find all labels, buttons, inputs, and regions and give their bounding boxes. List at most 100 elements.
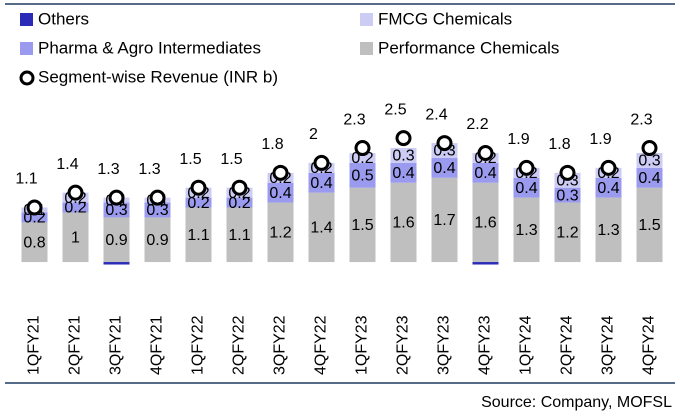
value-label: 0.9: [105, 232, 127, 249]
bar-segment: [62, 202, 89, 213]
total-marker: [231, 179, 248, 196]
bar-segment: [349, 153, 376, 163]
legend-label: Pharma & Agro Intermediates: [38, 38, 261, 57]
value-label: 0.4: [474, 165, 496, 182]
bar-segment: [513, 197, 540, 263]
total-label: 1.9: [507, 131, 529, 148]
total-marker: [477, 145, 494, 161]
bar-segment: [226, 207, 253, 263]
bar-segment: [431, 177, 458, 263]
value-label: 0.2: [228, 195, 250, 212]
value-label: 0.2: [64, 200, 86, 217]
value-label: 1.2: [556, 225, 578, 242]
total-label: 2.5: [384, 101, 406, 118]
total-marker: [559, 164, 576, 181]
bar-segment: [513, 177, 540, 198]
bar-segment: [595, 197, 622, 263]
bar-segment: [349, 187, 376, 263]
bar-segment: [636, 167, 663, 188]
x-tick-label: 2QFY22: [231, 315, 248, 375]
value-label: 1.2: [269, 225, 291, 242]
bar-segment: [308, 192, 335, 263]
bar-segment: [472, 162, 499, 183]
x-tick-label: 2QFY21: [67, 315, 84, 375]
total-marker: [395, 130, 412, 147]
bar-segment: [472, 182, 499, 263]
total-marker: [190, 179, 207, 196]
value-label: 0.2: [187, 195, 209, 212]
total-label: 2.3: [343, 111, 365, 128]
bar-segment: [554, 187, 581, 203]
total-label: 1.5: [179, 151, 201, 168]
bar-segment: [62, 212, 89, 263]
value-label: 1.3: [515, 222, 537, 239]
x-tick-label: 2QFY23: [395, 315, 412, 375]
value-label: 1.5: [638, 217, 660, 234]
total-label: 1.5: [220, 151, 242, 168]
total-marker: [149, 189, 166, 206]
value-label: 0.2: [23, 210, 45, 227]
value-label: 1: [71, 229, 80, 246]
total-marker: [600, 159, 617, 176]
value-label: 0.4: [269, 185, 291, 202]
total-label: 2.4: [425, 106, 447, 123]
total-marker: [518, 159, 535, 176]
value-label: 0.3: [556, 187, 578, 204]
total-label: 1.3: [97, 161, 119, 178]
x-tick-label: 2QFY24: [559, 315, 576, 375]
total-label: 1.1: [15, 171, 37, 188]
value-label: 1.3: [597, 222, 619, 239]
value-label: 1.1: [187, 227, 209, 244]
bar-segment: [21, 212, 48, 223]
bar-segment: [144, 202, 171, 218]
bar-segment: [308, 172, 335, 193]
value-label: 0.4: [597, 180, 619, 197]
value-label: 1.6: [392, 215, 414, 232]
legend-label: Segment-wise Revenue (INR b): [38, 67, 278, 86]
bar-segment: [554, 202, 581, 263]
bar-segment: [595, 177, 622, 198]
value-label: 0.8: [23, 234, 45, 251]
x-tick-label: 1QFY22: [190, 315, 207, 375]
bar-segment: [226, 197, 253, 208]
legend-marker: [19, 70, 35, 86]
legend-swatch: [360, 13, 373, 26]
x-tick-label: 4QFY21: [149, 315, 166, 375]
total-label: 1.9: [589, 131, 611, 148]
total-label: 2.2: [466, 116, 488, 133]
value-label: 0.2: [351, 150, 373, 167]
total-marker: [313, 154, 330, 171]
x-tick-label: 3QFY21: [108, 315, 125, 375]
bar-segment: [103, 202, 130, 218]
bar-segment: [144, 217, 171, 263]
value-label: 0.3: [105, 202, 127, 219]
legend-swatch: [360, 42, 373, 55]
legend-label: Others: [38, 9, 89, 28]
value-label: 0.4: [392, 165, 414, 182]
bar-segment: [185, 207, 212, 263]
x-tick-label: 4QFY22: [313, 315, 330, 375]
value-label: 1.6: [474, 215, 496, 232]
value-label: 0.4: [638, 170, 660, 187]
x-tick-label: 1QFY23: [354, 315, 371, 375]
total-marker: [436, 135, 453, 152]
value-label: 0.4: [515, 180, 537, 197]
total-marker: [354, 140, 371, 157]
legend-label: FMCG Chemicals: [378, 9, 512, 28]
value-label: 0.4: [433, 160, 455, 177]
legend-swatch: [20, 13, 33, 26]
value-label: 0.4: [310, 175, 332, 192]
legend-label: Performance Chemicals: [378, 38, 559, 57]
total-label: 2.3: [630, 111, 652, 128]
source: Source: Company, MOFSL: [481, 394, 672, 411]
bar-segment: [636, 153, 663, 168]
bar-segment: [103, 217, 130, 263]
bar-segment: [21, 222, 48, 263]
total-label: 1.4: [56, 156, 78, 173]
total-marker: [641, 140, 658, 157]
bar-segment: [103, 262, 130, 265]
bar-segment: [390, 182, 417, 263]
bar-segment: [431, 157, 458, 178]
value-label: 0.3: [146, 202, 168, 219]
